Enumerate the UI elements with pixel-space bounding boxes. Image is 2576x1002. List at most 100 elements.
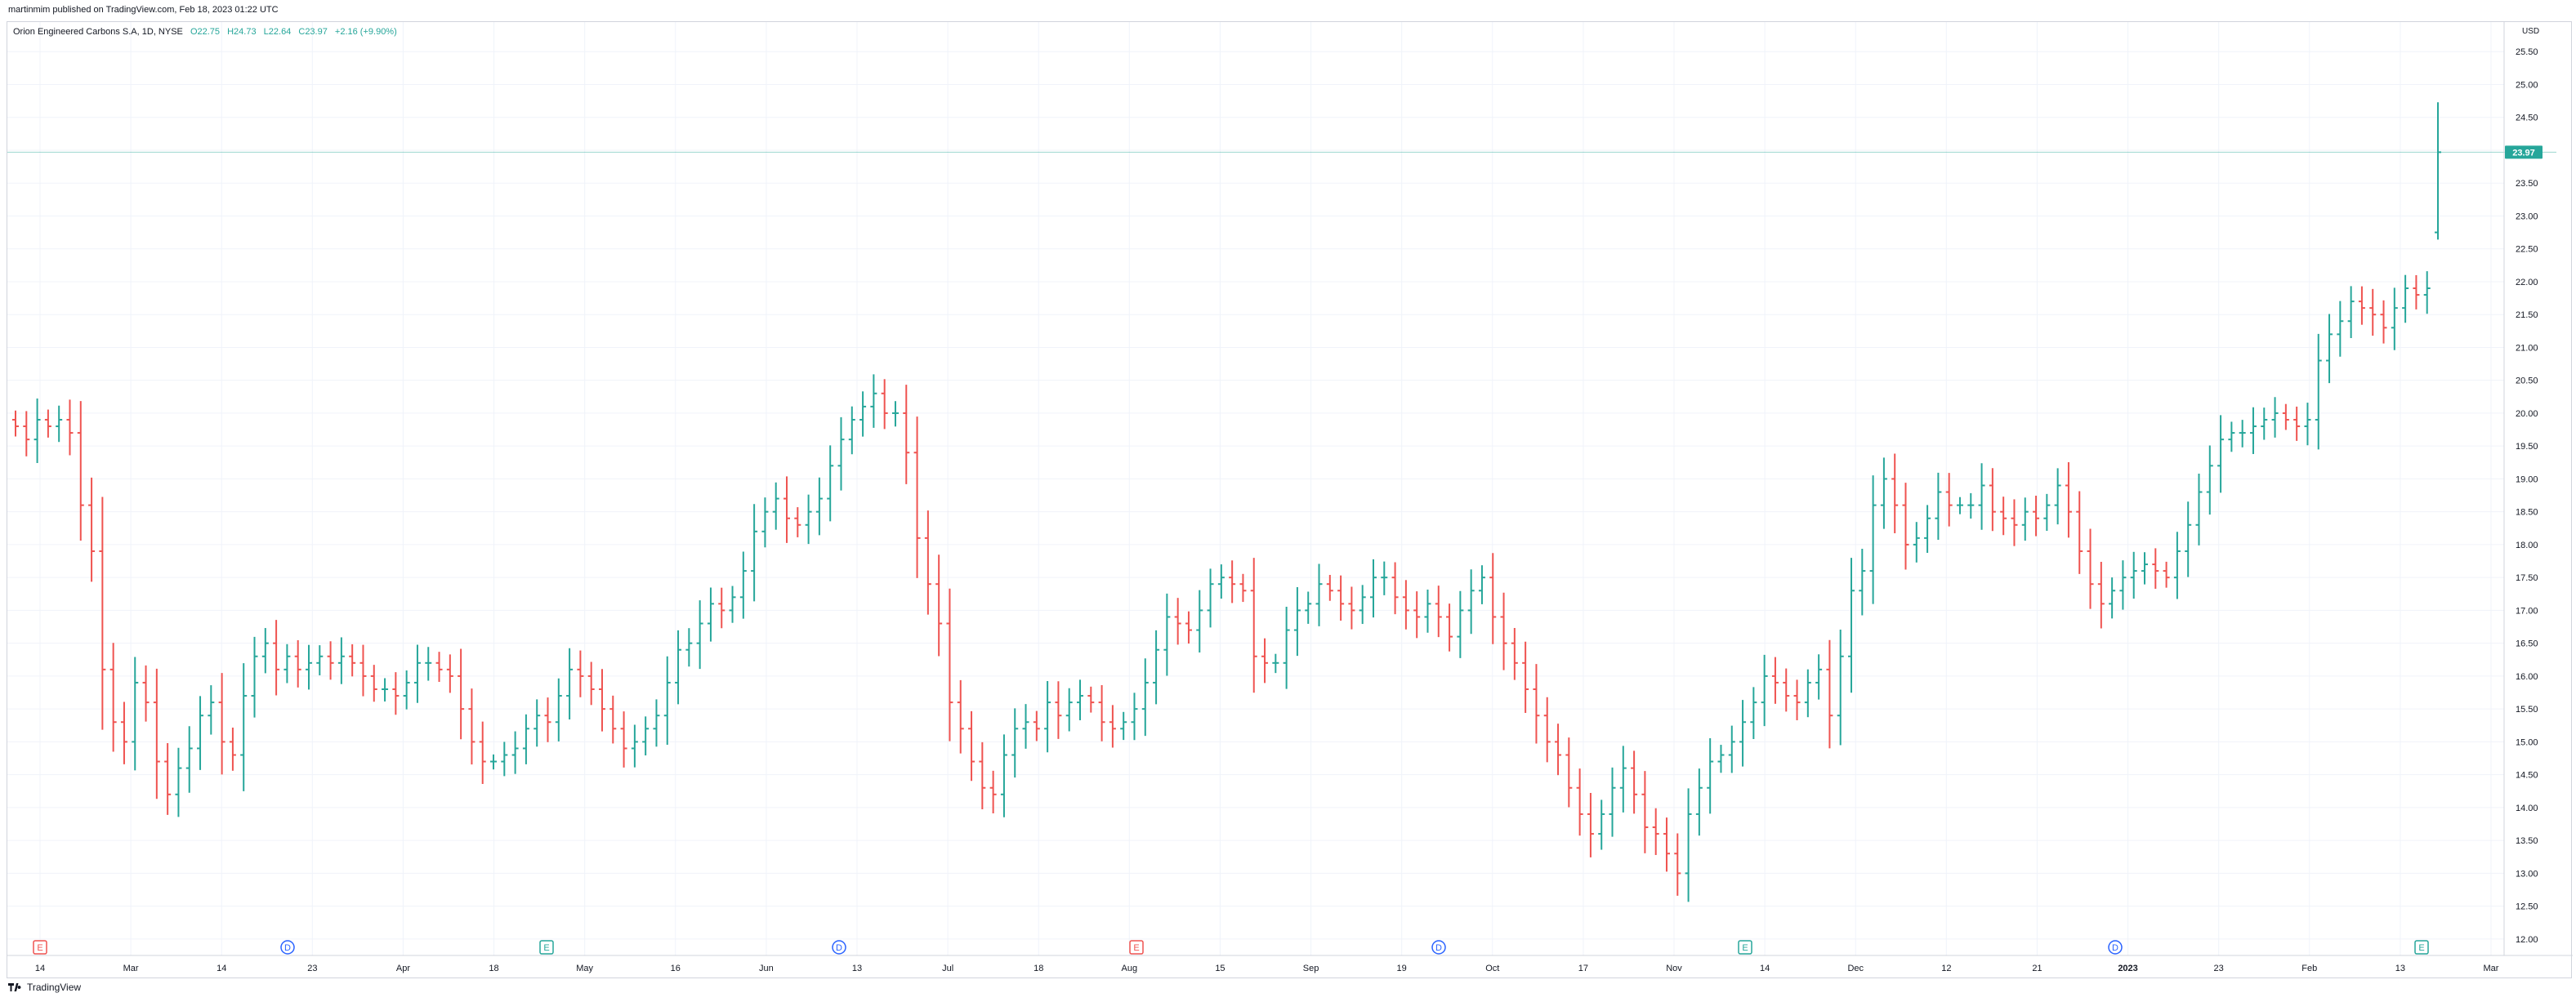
ohlc-bar-up [1978, 463, 1985, 530]
ohlc-bar-down [1945, 473, 1953, 527]
tradingview-brand[interactable]: TradingView [8, 982, 81, 993]
earnings-marker[interactable]: E [2414, 940, 2429, 955]
earnings-marker[interactable]: E [33, 940, 47, 955]
ohlc-bar-down [1435, 586, 1442, 638]
ohlc-bar-up [56, 405, 63, 443]
ohlc-bar-up [1315, 563, 1323, 626]
ohlc-bar-down [218, 673, 225, 775]
earnings-icon [539, 940, 554, 955]
dividend-marker[interactable]: D [280, 940, 295, 955]
price-tick-label: 21.00 [2516, 343, 2538, 353]
ohlc-bar-up [1598, 799, 1605, 850]
ohlc-bar-down [1109, 705, 1116, 748]
ohlc-bar-up [2326, 314, 2333, 384]
earnings-marker[interactable]: E [539, 940, 554, 955]
ohlc-bar-down [1826, 639, 1833, 749]
ohlc-bar-down [1098, 684, 1105, 741]
ohlc-bar-up [631, 724, 638, 768]
ohlc-bar-down [2076, 491, 2083, 574]
ohlc-bar-down [153, 668, 160, 799]
ohlc-bar-up [132, 657, 139, 771]
ohlc-bar-up [2054, 468, 2061, 525]
ohlc-bar-up [761, 497, 769, 548]
ohlc-bar-down [881, 379, 888, 430]
time-tick-label: Sep [1303, 964, 1319, 973]
time-tick-label: Oct [1485, 964, 1499, 973]
ohlc-bar-up [1750, 687, 1757, 740]
ohlc-bar-down [1674, 833, 1681, 896]
dividend-icon [832, 940, 846, 955]
earnings-marker[interactable]: E [1129, 940, 1144, 955]
ohlc-bar-down [109, 643, 117, 752]
dividend-marker[interactable]: D [1431, 940, 1446, 955]
ohlc-bar-down [2380, 300, 2387, 344]
ohlc-bar-up [2347, 286, 2355, 339]
price-tick-label: 13.50 [2516, 836, 2538, 846]
ohlc-bar-down [794, 507, 801, 537]
ohlc-bar-down [544, 697, 551, 742]
ohlc-bar-down [2011, 499, 2018, 546]
ohlc-bar-down [1239, 573, 1247, 603]
ohlc-bar-down [979, 741, 986, 810]
ohlc-bar-up [2271, 397, 2279, 438]
ohlc-bar-down [273, 620, 280, 696]
ohlc-bar-up [33, 399, 41, 463]
ohlc-bar-up [642, 716, 650, 756]
time-tick-label: Feb [2301, 964, 2317, 973]
ohlc-bar-down [370, 665, 377, 702]
dividend-marker[interactable]: D [2108, 940, 2123, 955]
ohlc-bar-up [653, 699, 660, 747]
ohlc-bar-up [1815, 654, 1823, 700]
ohlc-bar-up [1131, 692, 1138, 741]
time-tick-label: Aug [1122, 964, 1138, 973]
ohlc-bar-up [1717, 745, 1725, 773]
ohlc-bar-down [2033, 495, 2040, 537]
earnings-marker[interactable]: E [1738, 940, 1752, 955]
ohlc-bar-down [1033, 710, 1040, 741]
ohlc-bar-down [23, 411, 30, 456]
ohlc-bar-up [1848, 558, 1855, 693]
ohlc-bar-up [870, 374, 877, 428]
time-tick-label: 18 [1034, 964, 1043, 973]
dividend-marker[interactable]: D [832, 940, 846, 955]
ohlc-bar-up [1837, 630, 1844, 746]
time-tick-label: 13 [852, 964, 862, 973]
ohlc-bar-up [837, 416, 845, 491]
ohlc-bar-up [848, 406, 855, 455]
ohlc-bar-up [739, 551, 747, 619]
price-tick-label: 22.00 [2516, 278, 2538, 287]
ohlc-bar-down [2087, 528, 2094, 609]
ohlc-bar-down [294, 639, 301, 688]
ohlc-bar-up [2402, 274, 2409, 323]
ohlc-bar-down [164, 742, 172, 815]
time-tick-label: 16 [671, 964, 681, 973]
time-tick-label: Dec [1847, 964, 1864, 973]
dividend-icon [2108, 940, 2123, 955]
time-tick-label: May [576, 964, 593, 973]
ohlc-bar-down [1663, 817, 1670, 872]
ohlc-bar-up [1120, 711, 1127, 741]
event-marker-label: E [2418, 943, 2424, 953]
ohlc-bar-up [175, 747, 182, 817]
ohlc-bar-up [1804, 669, 1811, 718]
ohlc-bar-up [1761, 654, 1768, 727]
ohlc-bar-down [1174, 598, 1181, 645]
ohlc-bar-up [2043, 493, 2051, 532]
ohlc-bar-up [1924, 505, 1931, 553]
ohlc-bar-down [2282, 403, 2289, 430]
ohlc-bar-down [2358, 286, 2365, 325]
price-tick-label: 17.50 [2516, 573, 2538, 583]
ohlc-bar-up [675, 630, 682, 705]
event-marker-label: D [284, 943, 291, 953]
ohlc-bar-down [1555, 724, 1562, 776]
time-tick-label: 23 [2214, 964, 2224, 973]
earnings-icon [2414, 940, 2429, 955]
ohlc-bar-down [1500, 592, 1507, 670]
time-tick-label: 13 [2395, 964, 2405, 973]
ohlc-bar-up [2435, 102, 2441, 240]
ohlc-bar-up [2228, 421, 2235, 452]
price-tick-label: 24.50 [2516, 114, 2538, 123]
